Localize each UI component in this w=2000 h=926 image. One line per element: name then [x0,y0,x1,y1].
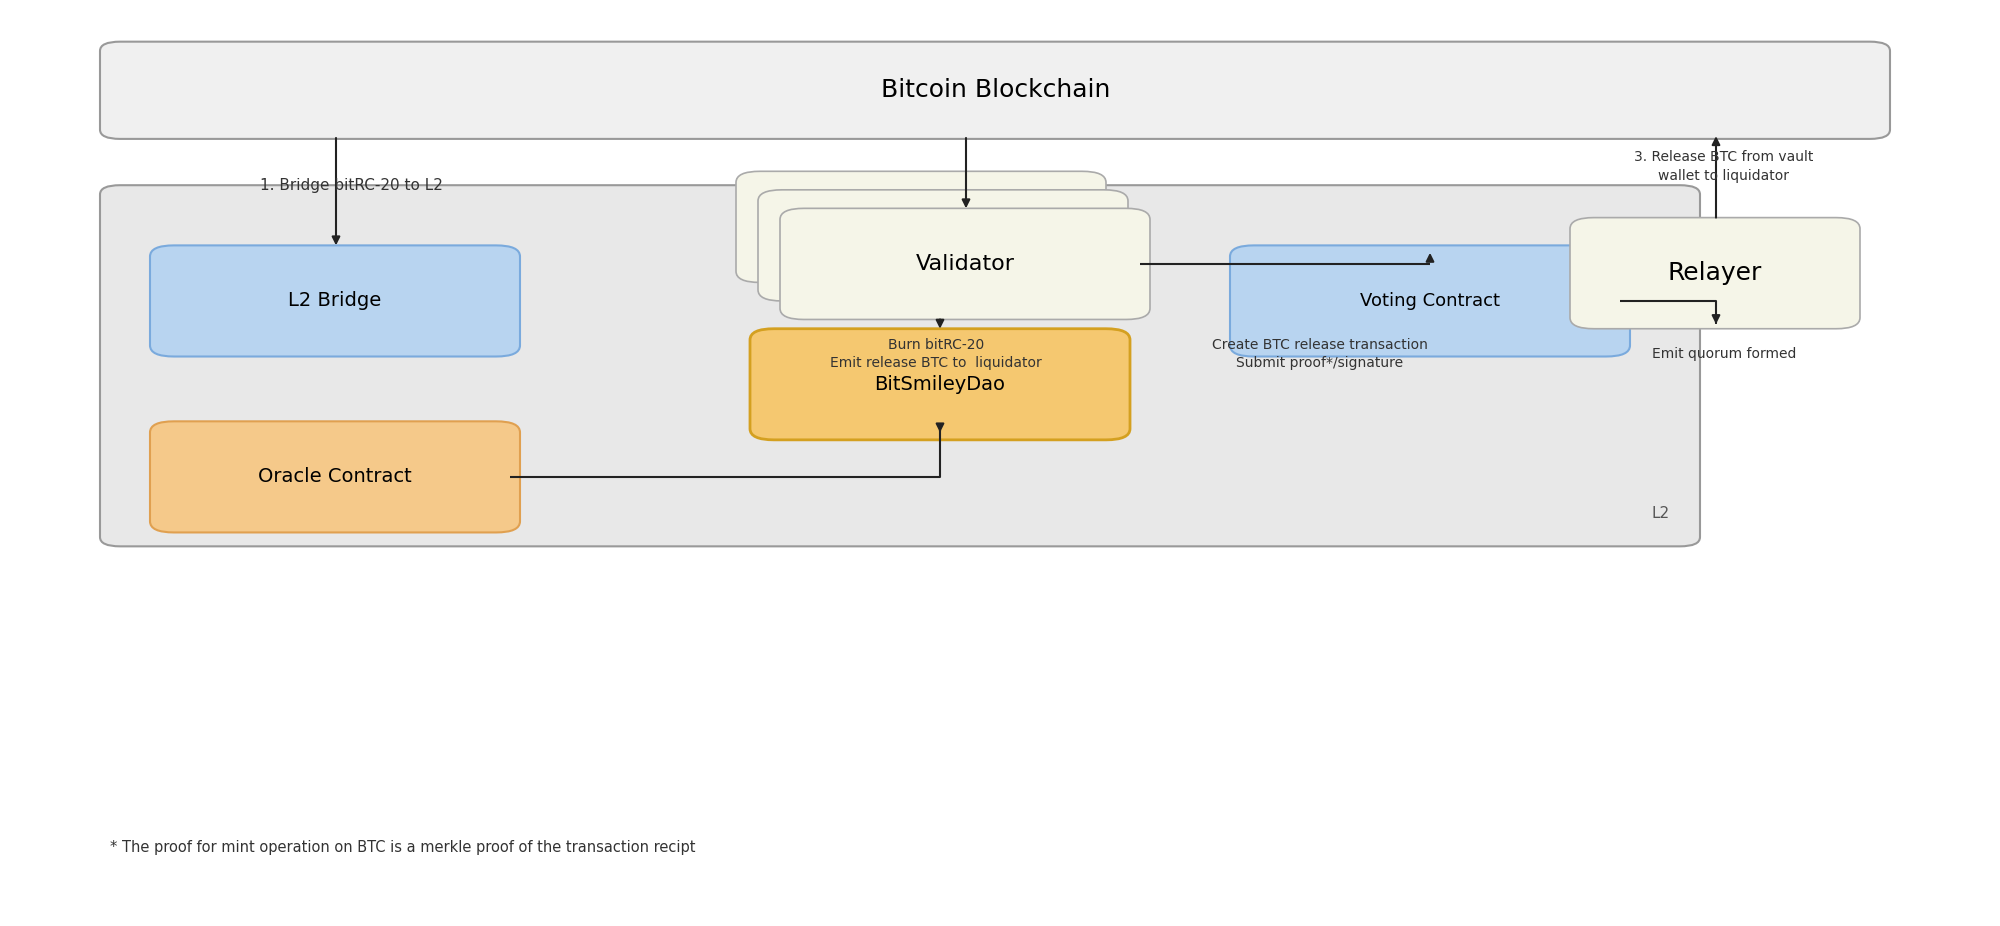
FancyBboxPatch shape [1230,245,1630,357]
FancyBboxPatch shape [736,171,1106,282]
Text: Voting Contract: Voting Contract [1360,292,1500,310]
FancyBboxPatch shape [1570,218,1860,329]
Text: Bitcoin Blockchain: Bitcoin Blockchain [882,79,1110,102]
Text: Burn bitRC-20
Emit release BTC to  liquidator: Burn bitRC-20 Emit release BTC to liquid… [830,338,1042,369]
Text: L2: L2 [1652,507,1670,521]
FancyBboxPatch shape [150,245,520,357]
Text: BitSmileyDao: BitSmileyDao [874,375,1006,394]
FancyBboxPatch shape [100,42,1890,139]
Text: Validator: Validator [894,220,948,233]
Text: * The proof for mint operation on BTC is a merkle proof of the transaction recip: * The proof for mint operation on BTC is… [110,840,696,855]
FancyBboxPatch shape [758,190,1128,301]
Text: L2 Bridge: L2 Bridge [288,292,382,310]
Text: Validator: Validator [916,254,1014,274]
FancyBboxPatch shape [780,208,1150,319]
Text: 1. Bridge bitRC-20 to L2: 1. Bridge bitRC-20 to L2 [260,178,442,193]
FancyBboxPatch shape [750,329,1130,440]
Text: Emit quorum formed: Emit quorum formed [1652,346,1796,361]
FancyBboxPatch shape [100,185,1700,546]
Text: Oracle Contract: Oracle Contract [258,468,412,486]
Text: 3. Release BTC from vault
wallet to liquidator: 3. Release BTC from vault wallet to liqu… [1634,151,1814,182]
FancyBboxPatch shape [150,421,520,532]
Text: Create BTC release transaction
Submit proof*/signature: Create BTC release transaction Submit pr… [1212,338,1428,369]
Text: Relayer: Relayer [1668,261,1762,285]
Text: Validator: Validator [916,239,970,252]
